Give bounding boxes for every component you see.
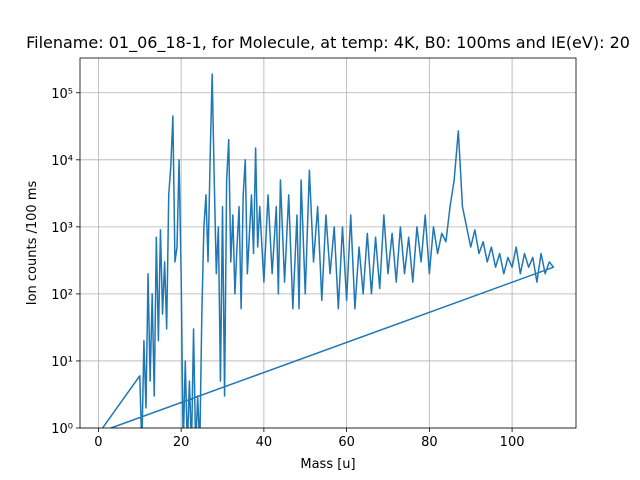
x-tick-label: 60	[338, 435, 355, 450]
y-axis-label: Ion counts /100 ms	[25, 181, 40, 306]
plot-area	[101, 73, 555, 428]
y-tick-label: 10⁵	[51, 87, 73, 102]
y-tick-label: 10⁰	[51, 422, 73, 437]
y-tick-label: 10²	[51, 288, 73, 303]
x-axis-label: Mass [u]	[300, 457, 355, 472]
axes-frame	[79, 57, 577, 429]
x-tick-label: 0	[94, 435, 102, 450]
x-tick-label: 80	[421, 435, 438, 450]
data-line	[101, 73, 555, 428]
chart-title: Filename: 01_06_18-1, for Molecule, at t…	[26, 33, 630, 53]
y-tick-label: 10³	[51, 221, 73, 236]
x-tick-label: 40	[256, 435, 273, 450]
x-tick-label: 20	[173, 435, 190, 450]
y-tick-label: 10⁴	[51, 154, 73, 169]
x-tick-label: 100	[500, 435, 525, 450]
y-tick-label: 10¹	[51, 355, 73, 370]
